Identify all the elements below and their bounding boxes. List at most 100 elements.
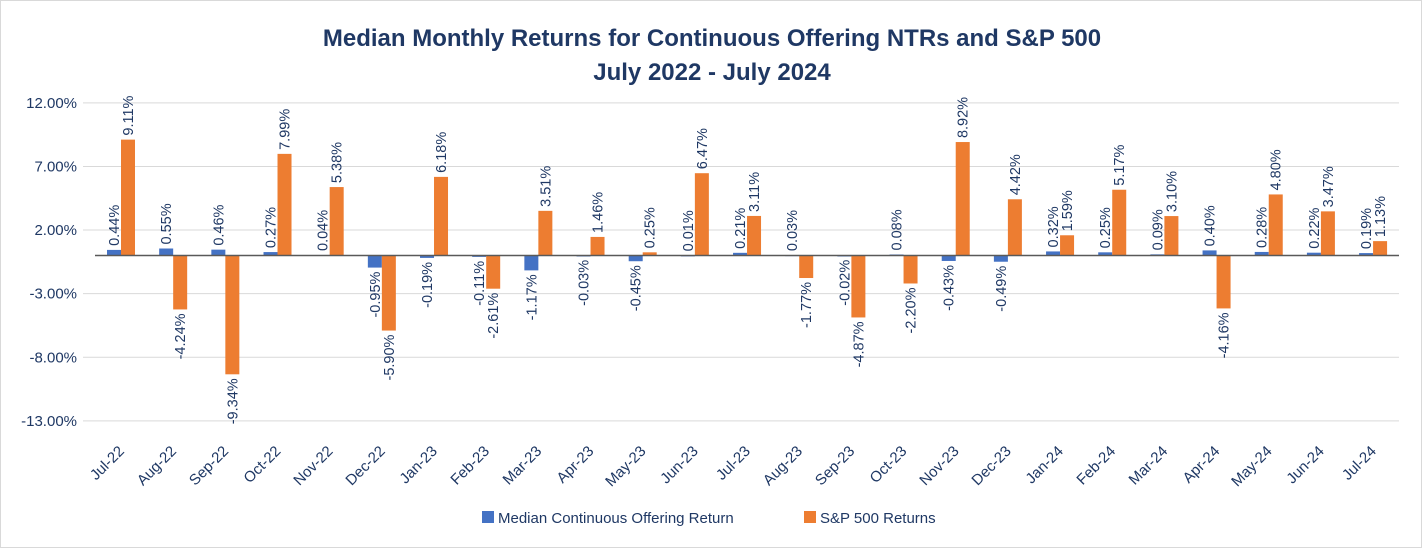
y-tick-label: 7.00% <box>34 158 77 175</box>
data-label: -1.77% <box>799 282 815 328</box>
data-label: 7.99% <box>278 109 294 150</box>
x-tick-label: May-23 <box>602 443 649 490</box>
y-tick-label: 12.00% <box>26 95 77 112</box>
bar-sp500-Apr-24 <box>1216 255 1231 309</box>
x-tick-label: Nov-23 <box>916 443 962 489</box>
bar-sp500-Jun-23 <box>694 173 709 256</box>
data-label: 3.51% <box>538 166 554 207</box>
data-label: 0.01% <box>681 210 697 251</box>
data-label: -0.45% <box>629 265 645 311</box>
bar-sp500-May-24 <box>1268 194 1283 256</box>
bar-median-Jun-24 <box>1306 252 1321 256</box>
x-tick-label: Aug-22 <box>134 443 180 489</box>
bar-sp500-Nov-23 <box>955 142 970 256</box>
legend-swatch-sp500 <box>804 511 816 523</box>
bar-sp500-Feb-24 <box>1112 189 1127 256</box>
x-tick-label: Mar-24 <box>1126 443 1172 489</box>
data-label: 0.27% <box>264 207 280 248</box>
x-tick-label: Jan-23 <box>396 443 440 487</box>
data-label: 0.44% <box>107 205 123 246</box>
y-tick-label: -8.00% <box>29 349 77 366</box>
bar-median-Jan-23 <box>420 255 435 258</box>
data-label: 4.80% <box>1269 149 1285 190</box>
x-tick-label: Apr-24 <box>1180 443 1224 487</box>
bar-sp500-Aug-23 <box>799 255 814 279</box>
bar-sp500-May-23 <box>642 252 657 256</box>
x-tick-label: Feb-24 <box>1073 443 1119 489</box>
data-label: 0.03% <box>785 210 801 251</box>
data-label: 8.92% <box>956 97 972 138</box>
bar-median-Oct-22 <box>263 252 278 256</box>
data-label: -4.16% <box>1217 312 1233 358</box>
data-label: 3.47% <box>1321 166 1337 207</box>
x-tick-label: Aug-23 <box>760 443 806 489</box>
bar-sp500-Nov-22 <box>329 187 344 256</box>
data-label: 1.46% <box>591 192 607 233</box>
x-tick-label: Feb-23 <box>447 443 493 489</box>
x-tick-label: Oct-22 <box>240 443 284 487</box>
data-label: -4.24% <box>173 313 189 359</box>
data-label: -4.87% <box>851 321 867 367</box>
data-label: 1.59% <box>1060 190 1076 231</box>
data-label: 0.25% <box>643 207 659 248</box>
bar-sp500-Jun-24 <box>1320 211 1335 256</box>
x-tick-label: Oct-23 <box>867 443 911 487</box>
data-label: 1.13% <box>1373 196 1389 237</box>
data-label: -2.20% <box>904 287 920 333</box>
data-label: 3.11% <box>747 172 763 212</box>
bar-median-Aug-22 <box>159 248 174 256</box>
bar-sp500-Mar-23 <box>538 210 553 256</box>
bar-median-May-24 <box>1254 251 1269 256</box>
data-label: 5.17% <box>1112 145 1128 186</box>
bar-sp500-Jul-23 <box>747 215 762 256</box>
data-label: 0.22% <box>1307 207 1323 248</box>
x-tick-label: Sep-23 <box>812 443 858 489</box>
legend-label-sp500: S&P 500 Returns <box>820 510 936 527</box>
data-label: 4.42% <box>1008 154 1024 195</box>
data-label: 0.09% <box>1150 209 1166 250</box>
x-tick-label: Jul-24 <box>1339 443 1380 484</box>
bar-median-Jul-22 <box>107 249 121 256</box>
data-label: -5.90% <box>382 334 398 380</box>
bar-median-Dec-22 <box>367 255 382 268</box>
bar-sp500-Jul-22 <box>121 139 135 256</box>
data-label: -0.02% <box>837 260 853 306</box>
bar-sp500-Oct-22 <box>277 153 292 256</box>
bar-median-Dec-23 <box>993 255 1008 262</box>
bar-sp500-Feb-23 <box>486 255 501 289</box>
data-label: 3.10% <box>1164 171 1180 212</box>
bar-sp500-Mar-24 <box>1164 216 1179 256</box>
legend-swatch-median <box>482 511 494 523</box>
data-label: -1.17% <box>524 274 540 320</box>
bar-sp500-Oct-23 <box>903 255 918 284</box>
data-label: 0.04% <box>316 210 332 251</box>
bar-median-Nov-23 <box>941 255 956 261</box>
data-label: 9.11% <box>121 95 137 135</box>
x-tick-label: May-24 <box>1228 443 1275 490</box>
bar-median-Feb-24 <box>1098 252 1113 256</box>
x-tick-label: Nov-22 <box>290 443 336 489</box>
data-label: 0.21% <box>733 208 749 249</box>
bar-sp500-Dec-22 <box>381 255 396 331</box>
data-label: 0.25% <box>1098 207 1114 248</box>
data-label: 0.55% <box>159 203 175 244</box>
x-tick-label: Dec-22 <box>342 443 388 489</box>
data-label: -0.11% <box>472 261 488 306</box>
data-label: -0.43% <box>942 265 958 311</box>
data-label: 0.28% <box>1255 207 1271 248</box>
data-label: 6.18% <box>434 132 450 173</box>
x-tick-label: Jun-24 <box>1283 443 1327 487</box>
data-label: 0.19% <box>1359 208 1375 249</box>
data-label: -0.95% <box>368 271 384 317</box>
bar-median-Sep-22 <box>211 249 226 256</box>
bar-sp500-Sep-22 <box>225 255 240 375</box>
x-tick-label: Dec-23 <box>969 443 1015 489</box>
bar-median-Jul-24 <box>1359 253 1374 256</box>
chart-subtitle: July 2022 - July 2024 <box>593 59 831 86</box>
chart-title: Median Monthly Returns for Continuous Of… <box>323 25 1101 52</box>
bar-median-Jul-23 <box>733 252 748 256</box>
data-label: 0.46% <box>211 204 227 245</box>
x-tick-label: Mar-23 <box>500 443 546 489</box>
x-tick-label: Jul-22 <box>87 443 128 484</box>
